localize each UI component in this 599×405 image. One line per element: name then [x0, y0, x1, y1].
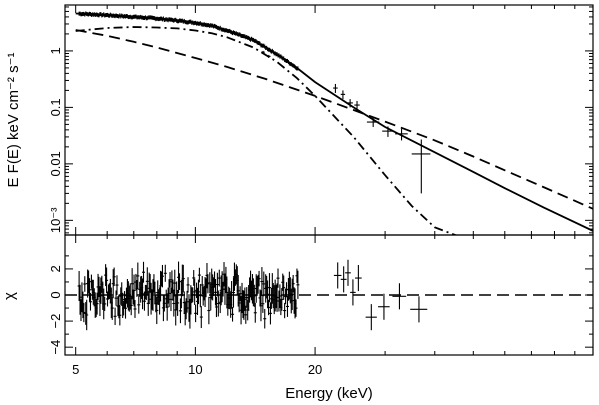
residual-panel: 20−2−4 5 10 20 χ Energy (keV)	[1, 5, 594, 402]
xtick-label-0: 5	[72, 362, 79, 377]
residual-ytick-label-3: −4	[48, 340, 63, 355]
residual-ytick-label-0: 2	[48, 265, 63, 272]
spectrum-panel-frame	[64, 4, 594, 236]
energy-x-ticks: 5 10 20	[72, 5, 576, 377]
spectrum-data-points	[78, 11, 431, 194]
xtick-label-1: 10	[188, 362, 202, 377]
residual-points	[77, 259, 428, 331]
spectrum-panel: 1 0.1 0.01 10⁻³ E F(E) keV cm⁻² s⁻¹	[5, 4, 594, 236]
model-curve-solid	[75, 12, 593, 232]
residual-y-axis-label: χ	[1, 292, 18, 300]
spectrum-ytick-label-1: 0.1	[48, 98, 63, 116]
spectrum-y-ticks: 1 0.1 0.01 10⁻³	[48, 6, 593, 234]
model-curve-dash-dot	[75, 26, 459, 235]
spectrum-ytick-label-3: 10⁻³	[48, 207, 63, 233]
residual-ytick-label-2: −2	[48, 314, 63, 329]
model-curve-dashed	[75, 29, 593, 210]
residual-y-ticks: 2 0 −2 −4	[48, 255, 593, 355]
residual-ytick-label-1: 0	[48, 291, 63, 298]
xtick-label-2: 20	[308, 362, 322, 377]
spectrum-y-axis-label: E F(E) keV cm⁻² s⁻¹	[5, 52, 22, 187]
spectrum-ytick-label-2: 0.01	[48, 151, 63, 176]
spectrum-ytick-label-0: 1	[48, 47, 63, 54]
x-axis-label: Energy (keV)	[285, 385, 373, 402]
model-curves	[75, 12, 593, 235]
